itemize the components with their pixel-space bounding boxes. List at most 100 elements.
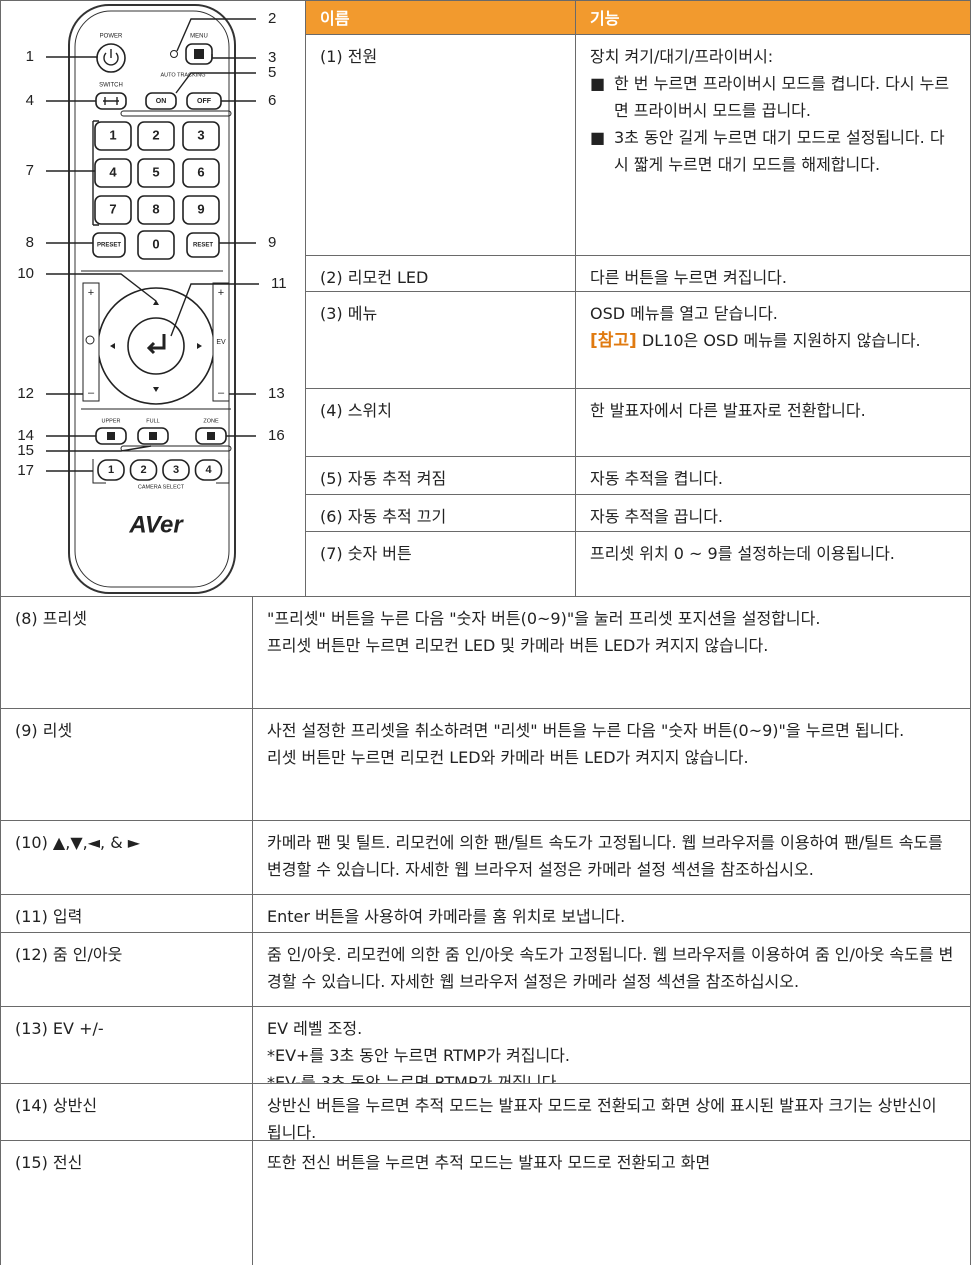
name-cell: (8) 프리셋 <box>0 596 253 709</box>
callout-number: 6 <box>268 92 276 109</box>
zoom-bar <box>82 282 100 402</box>
row-name: (14) 상반신 <box>15 1096 98 1115</box>
minus-sign: – <box>88 387 95 399</box>
button-label: EV <box>216 339 226 346</box>
camera-label: 1 <box>108 464 114 476</box>
switch-icon <box>103 97 119 105</box>
menu-icon <box>194 49 204 59</box>
function-text: 리셋 버튼만 누르면 리모컨 LED와 카메라 버튼 LED가 켜지지 않습니다… <box>267 748 749 767</box>
button-label: OFF <box>197 98 212 105</box>
function-cell: 상반신 버튼을 누르면 추적 모드는 발표자 모드로 전환되고 화면 상에 표시… <box>252 1083 971 1141</box>
callout-line <box>176 18 256 52</box>
row-name: (8) 프리셋 <box>15 609 87 628</box>
bullet-text: 3초 동안 길게 누르면 대기 모드로 설정됩니다. 다시 짧게 누르면 대기 … <box>614 128 945 174</box>
header-text: 이름 <box>320 9 350 28</box>
header-cell: 기능 <box>575 0 971 35</box>
callout-line <box>46 56 98 58</box>
note-paragraph: [참고] DL10은 OSD 메뉴를 지원하지 않습니다. <box>590 327 956 355</box>
function-text: 다른 버튼을 누르면 켜집니다. <box>590 268 787 287</box>
keypad-button <box>137 121 175 151</box>
function-cell: 카메라 팬 및 틸트. 리모컨에 의한 팬/틸트 속도가 고정됩니다. 웹 브라… <box>252 820 971 895</box>
callout-number: 10 <box>17 265 34 282</box>
row-name: (4) 스위치 <box>320 401 392 420</box>
name-cell: (9) 리셋 <box>0 708 253 821</box>
camera-label: 2 <box>140 464 146 476</box>
function-text: 자동 추적을 끕니다. <box>590 507 724 526</box>
camera-button <box>162 459 190 481</box>
bullet-item: ■ 3초 동안 길게 누르면 대기 모드로 설정됩니다. 다시 짧게 누르면 대기… <box>590 124 956 178</box>
function-cell: "프리셋" 버튼을 누른 다음 "숫자 버튼(0~9)"을 눌러 프리셋 포지션… <box>252 596 971 709</box>
callout-line <box>175 72 256 94</box>
keypad-button <box>94 121 132 151</box>
callout-number: 5 <box>268 64 276 81</box>
callout-number: 3 <box>268 49 276 66</box>
keypad-label: 0 <box>152 236 159 251</box>
reset-button <box>186 232 220 258</box>
function-text: EV 레벨 조정. <box>267 1019 363 1038</box>
diagram-cell: POWER MENU SWITCH AUTO TRACKING ON OFF 1 2 3 4 5 6 7… <box>0 0 306 597</box>
callout-line <box>211 54 256 59</box>
on-button <box>145 92 177 110</box>
function-cell: Enter 버튼을 사용하여 카메라를 홈 위치로 보냅니다. <box>252 894 971 933</box>
row-name: (7) 숫자 버튼 <box>320 544 412 563</box>
row-name: (2) 리모컨 LED <box>320 268 429 287</box>
bullet-item: ■ 한 번 누르면 프라이버시 모드를 켭니다. 다시 누르면 프라이버시 모드를… <box>590 70 956 124</box>
function-cell: 자동 추적을 끕니다. <box>575 494 971 532</box>
function-text: 줌 인/아웃. 리모컨에 의한 줌 인/아웃 속도가 고정됩니다. 웹 브라우저… <box>267 945 954 991</box>
power-icon <box>103 49 119 66</box>
callout-number: 15 <box>17 442 34 459</box>
callout-number: 1 <box>26 48 34 65</box>
upper-icon <box>107 432 115 440</box>
function-text: 자동 추적을 켭니다. <box>590 469 724 488</box>
row-name: (11) 입력 <box>15 907 83 926</box>
row-name: (6) 자동 추적 끄기 <box>320 507 447 526</box>
name-cell: (4) 스위치 <box>305 388 576 457</box>
button-label: RESET <box>193 243 213 249</box>
function-cell: EV 레벨 조정. *EV+를 3초 동안 누르면 RTMP가 켜집니다. *EV-… <box>252 1006 971 1084</box>
callout-number: 14 <box>17 427 34 444</box>
callout-number: 9 <box>268 234 276 251</box>
function-cell: OSD 메뉴를 열고 닫습니다. [참고] DL10은 OSD 메뉴를 지원하지 … <box>575 291 971 389</box>
camera-button <box>194 459 223 481</box>
function-cell: 한 발표자에서 다른 발표자로 전환합니다. <box>575 388 971 457</box>
camera-label: 3 <box>173 464 179 476</box>
name-cell: (7) 숫자 버튼 <box>305 531 576 597</box>
led-bar <box>120 110 232 117</box>
keypad-label: 6 <box>197 164 204 179</box>
bullet-mark: ■ <box>590 128 606 147</box>
function-text: 장치 켜기/대기/프라이버시: <box>590 47 774 66</box>
function-cell: 또한 전신 버튼을 누르면 추적 모드는 발표자 모드로 전환되고 화면 <box>252 1140 971 1265</box>
row-name: (13) EV +/- <box>15 1019 104 1038</box>
button-label: AUTO TRACKING <box>160 72 205 78</box>
keypad-label: 4 <box>109 164 117 179</box>
function-text: 한 발표자에서 다른 발표자로 전환합니다. <box>590 401 866 420</box>
callout-number: 2 <box>268 10 276 27</box>
name-cell: (1) 전원 <box>305 34 576 256</box>
callout-number: 11 <box>271 275 287 292</box>
name-cell: (5) 자동 추적 켜짐 <box>305 456 576 495</box>
plus-sign: + <box>218 287 224 299</box>
function-cell: 사전 설정한 프리셋을 취소하려면 "리셋" 버튼을 누른 다음 "숫자 버튼(… <box>252 708 971 821</box>
button-label: ZONE <box>203 418 219 424</box>
function-text: 사전 설정한 프리셋을 취소하려면 "리셋" 버튼을 누른 다음 "숫자 버튼(… <box>267 721 905 740</box>
keypad-label: 1 <box>109 127 116 142</box>
function-text: "프리셋" 버튼을 누른 다음 "숫자 버튼(0~9)"을 눌러 프리셋 포지션… <box>267 609 821 628</box>
keypad-label: 8 <box>152 201 159 216</box>
callout-line <box>46 445 152 452</box>
minus-sign: – <box>218 387 225 399</box>
name-cell: (2) 리모컨 LED <box>305 255 576 292</box>
function-text: 또한 전신 버튼을 누르면 추적 모드는 발표자 모드로 전환되고 화면 <box>267 1153 711 1172</box>
function-text: 상반신 버튼을 누르면 추적 모드는 발표자 모드로 전환되고 화면 상에 표시… <box>267 1096 937 1141</box>
keypad-label: 2 <box>152 127 159 142</box>
keypad-button <box>182 195 220 225</box>
note-text: DL10은 OSD 메뉴를 지원하지 않습니다. <box>636 331 921 350</box>
callout-number: 16 <box>268 427 285 444</box>
keypad-button <box>182 158 220 188</box>
function-cell: 장치 켜기/대기/프라이버시: ■ 한 번 누르면 프라이버시 모드를 켭니다. 다… <box>575 34 971 256</box>
name-cell: (6) 자동 추적 끄기 <box>305 494 576 532</box>
callout-number: 7 <box>26 162 34 179</box>
row-name: (3) 메뉴 <box>320 304 378 323</box>
keypad-button <box>137 230 175 260</box>
enter-icon <box>146 334 166 355</box>
